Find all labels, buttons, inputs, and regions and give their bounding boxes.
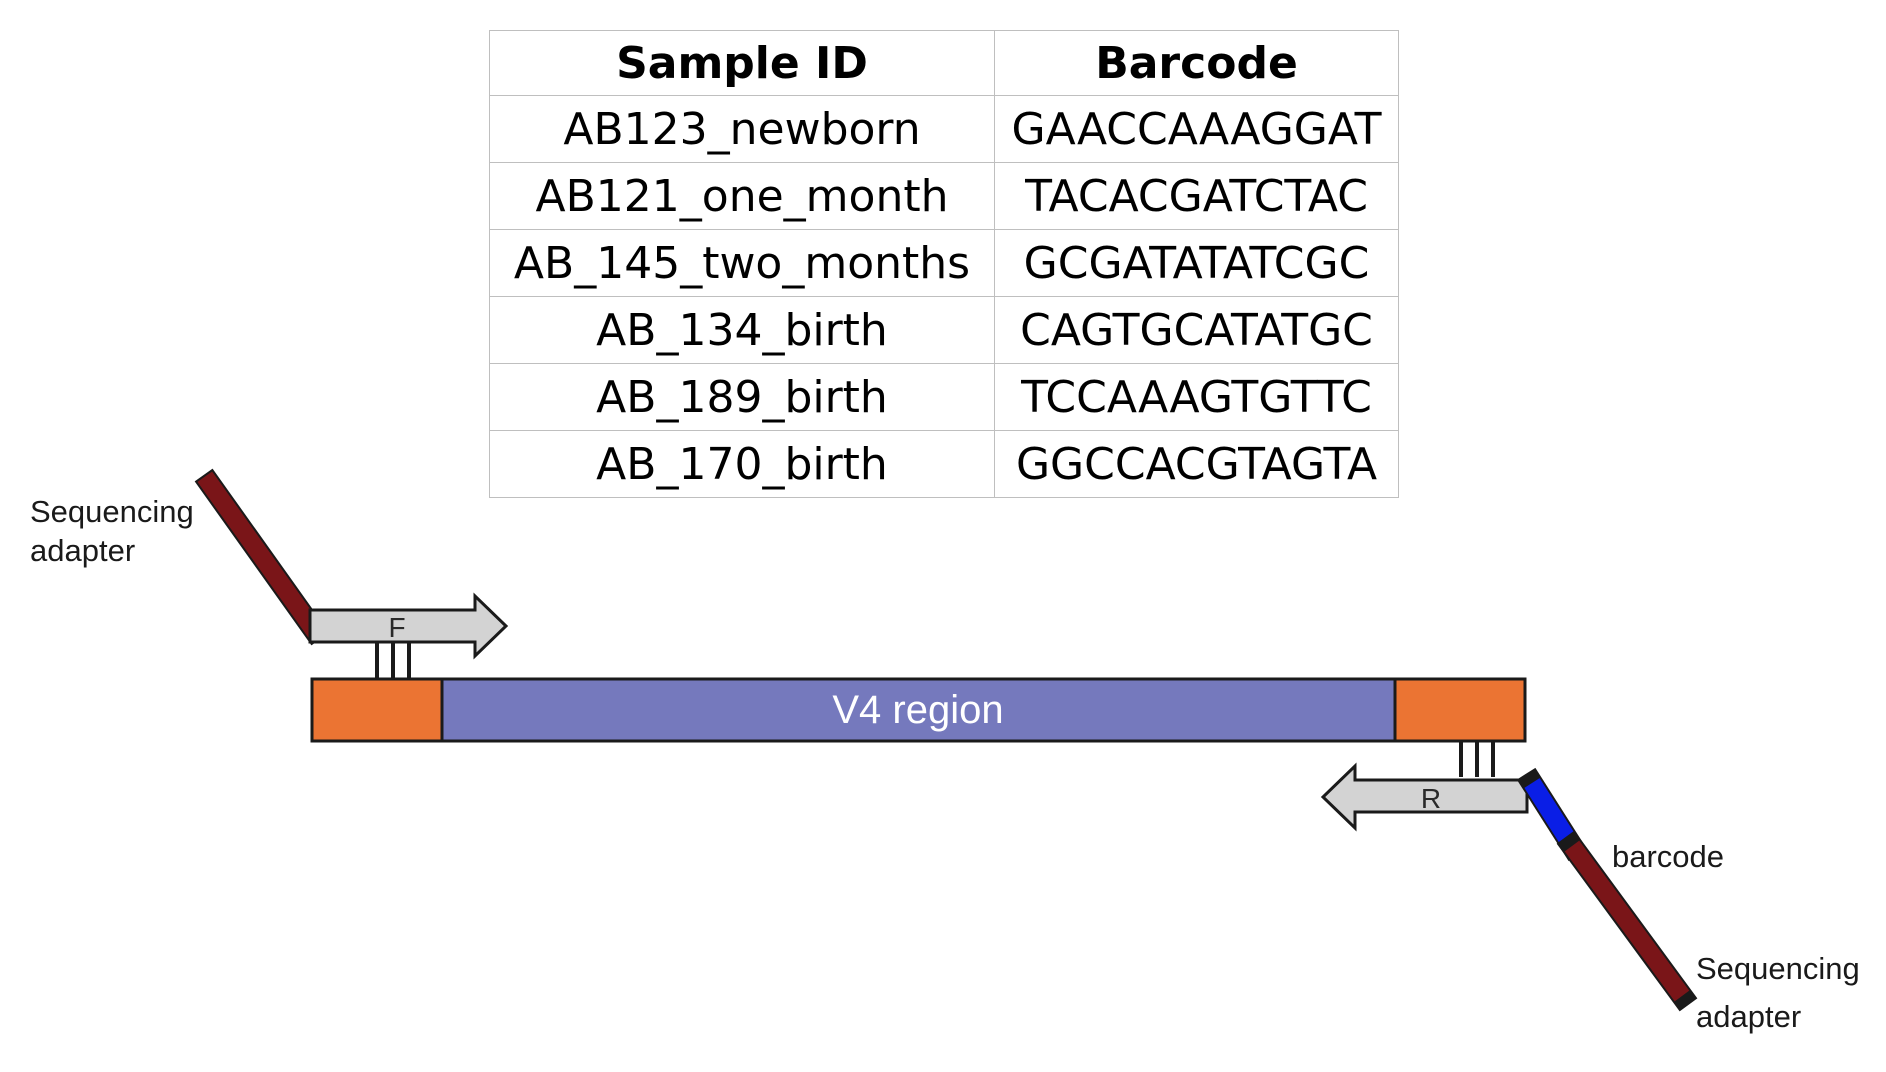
reverse-sequencing-adapter [1564, 840, 1690, 1002]
table-row: AB_189_birth TCCAAAGTGTTC [489, 363, 1399, 431]
forward-primer-site [310, 677, 444, 743]
forward-adapter-label-line2: adapter [30, 533, 135, 568]
forward-sequencing-adapter [197, 471, 327, 643]
reverse-adapter-label-line2: adapter [1696, 999, 1801, 1034]
barcode-cell: CAGTGCATATGC [994, 296, 1399, 364]
table-row: AB_134_birth CAGTGCATATGC [489, 296, 1399, 364]
table-row: AB_170_birth GGCCACGTAGTA [489, 430, 1399, 498]
reverse-primer-label: R [1421, 783, 1441, 814]
forward-primer-arrow [308, 592, 509, 660]
forward-primer-label: F [388, 612, 405, 643]
sample-barcode-table: Sample ID Barcode AB123_newborn GAACCAAA… [489, 30, 1399, 498]
sample-id-header: Sample ID [489, 30, 995, 96]
sample-id-cell: AB_189_birth [489, 363, 995, 431]
sample-id-cell: AB_134_birth [489, 296, 995, 364]
table-row: AB121_one_month TACACGATCTAC [489, 162, 1399, 230]
table-header-row: Sample ID Barcode [489, 30, 1399, 96]
forward-binding-ticks [375, 643, 411, 678]
sample-id-cell: AB123_newborn [489, 95, 995, 163]
reverse-adapter-label-line1: Sequencing [1696, 951, 1860, 986]
reverse-primer-arrow [1320, 762, 1529, 832]
barcode-cell: GCGATATATCGC [994, 229, 1399, 297]
reverse-binding-ticks [1459, 742, 1495, 777]
forward-adapter-label-line1: Sequencing [30, 494, 194, 529]
barcode-label: barcode [1612, 839, 1724, 874]
v4-region-label: V4 region [832, 688, 1003, 732]
barcode-segment [1524, 778, 1580, 851]
barcode-cell: GGCCACGTAGTA [994, 430, 1399, 498]
v4-region [440, 677, 1397, 743]
barcode-cell: TACACGATCTAC [994, 162, 1399, 230]
barcode-header: Barcode [994, 30, 1399, 96]
sample-id-cell: AB_170_birth [489, 430, 995, 498]
barcode-cell: TCCAAAGTGTTC [994, 363, 1399, 431]
reverse-primer-site [1393, 677, 1527, 743]
